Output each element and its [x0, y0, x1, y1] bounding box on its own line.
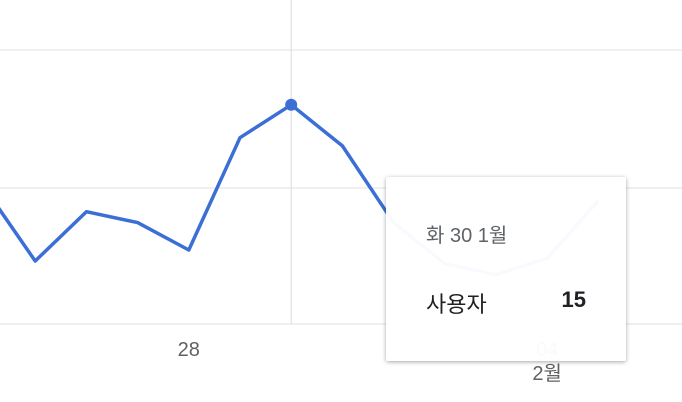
highlighted-data-point[interactable] [285, 98, 298, 111]
chart-tooltip: 화 30 1월 사용자 15 [386, 177, 626, 361]
tooltip-metric-value: 15 [561, 287, 586, 312]
tooltip-metric-label: 사용자 [426, 292, 487, 317]
x-tick-label: 28 [178, 339, 200, 361]
tooltip-date: 화 30 1월 [426, 225, 508, 247]
x-tick-sublabel: 2월 [532, 362, 562, 385]
